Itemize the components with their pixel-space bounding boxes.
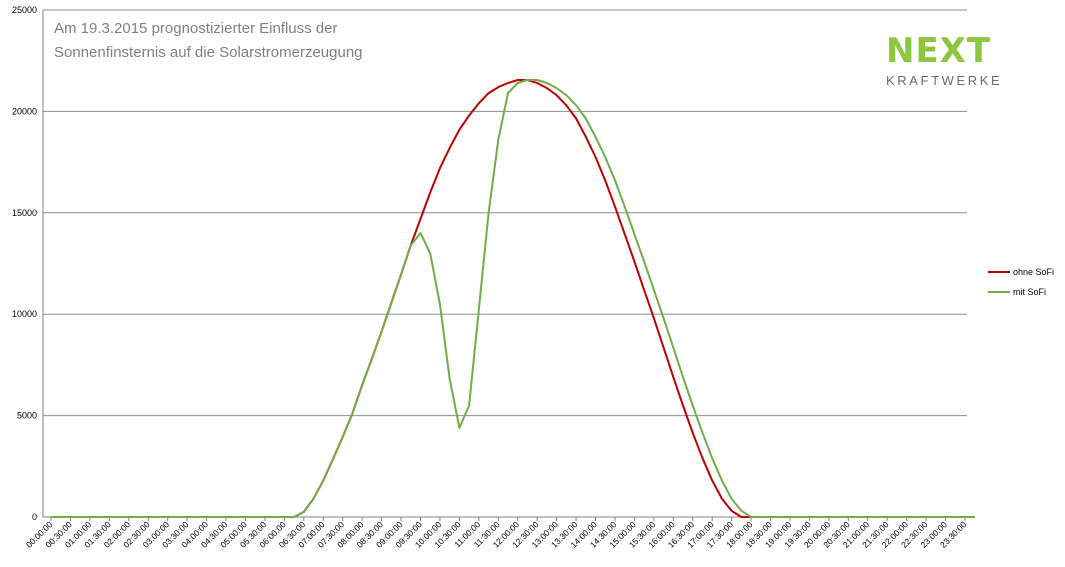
legend-label-mit-sofi: mit SoFi [1013, 287, 1046, 297]
y-tick-label: 20000 [12, 106, 37, 116]
y-tick-label: 10000 [12, 309, 37, 319]
y-tick-label: 25000 [12, 5, 37, 15]
series-line-mit-sofi [51, 79, 975, 518]
y-tick-label: 0 [32, 512, 37, 522]
logo-subtitle: KRAFTWERKE [886, 73, 1002, 88]
chart-title-line-2: Sonnenfinsternis auf die Solarstromerzeu… [54, 44, 363, 61]
legend-label-ohne-sofi: ohne SoFi [1013, 267, 1054, 277]
y-tick-label: 5000 [17, 411, 37, 421]
legend: ohne SoFi mit SoFi [988, 267, 1054, 297]
company-logo: NEXT KRAFTWERKE [886, 31, 1002, 88]
series-lines [51, 79, 975, 518]
y-tick-label: 15000 [12, 208, 37, 218]
chart-title-line-1: Am 19.3.2015 prognostizierter Einfluss d… [54, 20, 337, 37]
logo-wordmark: NEXT [886, 31, 991, 71]
y-axis-tick-labels: 0 5000 10000 15000 20000 25000 [12, 5, 37, 522]
